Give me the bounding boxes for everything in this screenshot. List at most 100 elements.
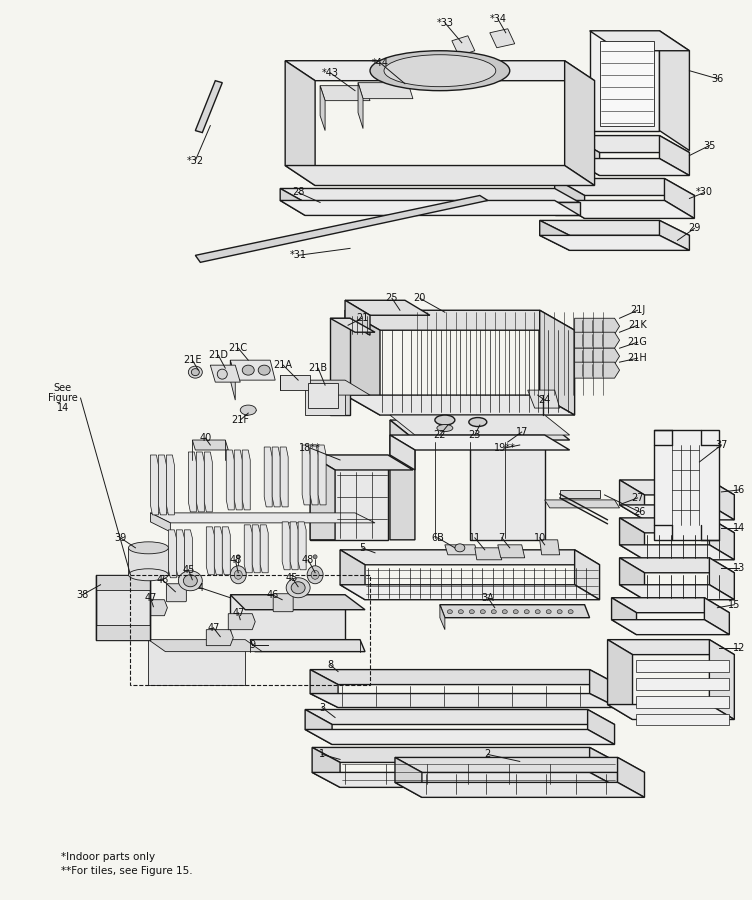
Text: 26: 26 bbox=[633, 507, 646, 517]
Polygon shape bbox=[280, 188, 305, 215]
Polygon shape bbox=[330, 319, 350, 415]
Text: 21H: 21H bbox=[628, 353, 647, 364]
Polygon shape bbox=[709, 480, 735, 520]
Polygon shape bbox=[298, 522, 306, 570]
Polygon shape bbox=[280, 201, 580, 215]
Ellipse shape bbox=[230, 566, 246, 584]
Polygon shape bbox=[544, 500, 620, 508]
Polygon shape bbox=[96, 625, 150, 640]
Polygon shape bbox=[148, 640, 245, 685]
Text: 6B: 6B bbox=[432, 533, 444, 543]
Ellipse shape bbox=[557, 609, 562, 614]
Polygon shape bbox=[230, 595, 345, 644]
Text: 12: 12 bbox=[733, 643, 745, 652]
Text: 3: 3 bbox=[319, 703, 325, 713]
Polygon shape bbox=[235, 450, 242, 510]
Text: 5: 5 bbox=[359, 543, 365, 553]
Text: 47: 47 bbox=[144, 593, 156, 603]
Text: 8: 8 bbox=[327, 660, 333, 670]
Polygon shape bbox=[166, 455, 174, 515]
Text: Figure: Figure bbox=[47, 393, 77, 403]
Polygon shape bbox=[590, 31, 660, 130]
Polygon shape bbox=[575, 348, 620, 364]
Polygon shape bbox=[229, 614, 255, 630]
Polygon shape bbox=[540, 236, 690, 250]
Polygon shape bbox=[280, 447, 288, 507]
Text: 36: 36 bbox=[711, 74, 723, 84]
Text: 35: 35 bbox=[703, 140, 716, 150]
Polygon shape bbox=[302, 445, 310, 505]
Text: 21A: 21A bbox=[274, 360, 293, 370]
Polygon shape bbox=[608, 640, 632, 719]
Polygon shape bbox=[390, 415, 570, 435]
Polygon shape bbox=[340, 550, 599, 565]
Ellipse shape bbox=[178, 571, 202, 590]
Text: 19**: 19** bbox=[494, 443, 516, 453]
Polygon shape bbox=[559, 490, 599, 498]
Polygon shape bbox=[340, 585, 599, 599]
Ellipse shape bbox=[546, 609, 551, 614]
Polygon shape bbox=[260, 525, 268, 572]
Polygon shape bbox=[498, 544, 525, 558]
Ellipse shape bbox=[258, 365, 270, 375]
Ellipse shape bbox=[468, 418, 487, 427]
Polygon shape bbox=[570, 136, 599, 176]
Polygon shape bbox=[540, 220, 690, 236]
Polygon shape bbox=[565, 60, 595, 185]
Polygon shape bbox=[390, 435, 570, 450]
Polygon shape bbox=[282, 522, 290, 570]
Polygon shape bbox=[310, 694, 617, 707]
Polygon shape bbox=[280, 375, 310, 390]
Polygon shape bbox=[148, 640, 262, 652]
Polygon shape bbox=[611, 598, 636, 634]
Polygon shape bbox=[226, 450, 235, 510]
Polygon shape bbox=[570, 158, 690, 176]
Polygon shape bbox=[150, 455, 159, 515]
Polygon shape bbox=[96, 575, 150, 640]
Text: 24: 24 bbox=[538, 395, 551, 405]
Text: *30: *30 bbox=[696, 187, 713, 197]
Polygon shape bbox=[660, 31, 690, 150]
Polygon shape bbox=[620, 505, 735, 520]
Polygon shape bbox=[660, 220, 690, 250]
Ellipse shape bbox=[535, 609, 540, 614]
Text: 15: 15 bbox=[728, 599, 741, 609]
Polygon shape bbox=[660, 136, 690, 176]
Polygon shape bbox=[575, 362, 620, 378]
Ellipse shape bbox=[311, 571, 319, 580]
Text: 45: 45 bbox=[182, 565, 195, 575]
Text: 1: 1 bbox=[319, 750, 325, 760]
Polygon shape bbox=[242, 450, 250, 510]
Text: 9: 9 bbox=[249, 640, 255, 650]
Polygon shape bbox=[244, 525, 252, 572]
Polygon shape bbox=[528, 390, 559, 408]
Polygon shape bbox=[709, 640, 735, 719]
Ellipse shape bbox=[307, 566, 323, 584]
Ellipse shape bbox=[491, 609, 496, 614]
Polygon shape bbox=[214, 526, 223, 575]
Polygon shape bbox=[177, 530, 184, 578]
Polygon shape bbox=[555, 202, 580, 215]
Ellipse shape bbox=[183, 575, 197, 587]
Polygon shape bbox=[390, 435, 415, 470]
Ellipse shape bbox=[435, 415, 455, 425]
Polygon shape bbox=[445, 544, 478, 554]
Polygon shape bbox=[320, 86, 325, 130]
Polygon shape bbox=[264, 447, 272, 507]
Polygon shape bbox=[665, 178, 694, 219]
Ellipse shape bbox=[129, 569, 168, 580]
Polygon shape bbox=[440, 605, 445, 630]
Text: 21J: 21J bbox=[630, 305, 645, 315]
Text: 48: 48 bbox=[229, 554, 241, 565]
Polygon shape bbox=[590, 31, 690, 50]
Polygon shape bbox=[250, 640, 365, 652]
Polygon shape bbox=[345, 301, 370, 335]
Ellipse shape bbox=[524, 609, 529, 614]
Polygon shape bbox=[305, 380, 370, 395]
Polygon shape bbox=[196, 195, 488, 262]
Polygon shape bbox=[206, 526, 214, 575]
Polygon shape bbox=[599, 40, 654, 126]
Ellipse shape bbox=[569, 609, 573, 614]
Text: 46: 46 bbox=[266, 590, 278, 599]
Polygon shape bbox=[310, 670, 617, 685]
